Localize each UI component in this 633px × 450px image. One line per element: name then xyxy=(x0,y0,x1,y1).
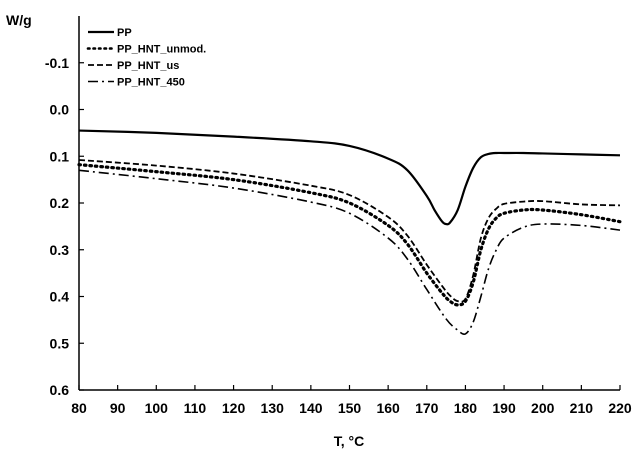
x-tick-label: 90 xyxy=(110,400,126,416)
series-line-pp-hnt-unmod xyxy=(79,165,620,305)
x-tick-label: 200 xyxy=(531,400,555,416)
x-tick-label: 190 xyxy=(492,400,516,416)
y-tick-label: -0.1 xyxy=(45,55,69,71)
legend-label: PP_HNT_us xyxy=(117,60,179,72)
legend-label: PP_HNT_450 xyxy=(117,77,185,89)
x-tick-label: 220 xyxy=(608,400,632,416)
y-axis-label: W/g xyxy=(6,12,32,28)
legend: PP PP_HNT_unmod. PP_HNT_us PP_HNT_450 xyxy=(88,27,206,89)
y-tick-label: 0.6 xyxy=(50,382,70,398)
x-tick-label: 150 xyxy=(338,400,362,416)
x-tick-label: 80 xyxy=(71,400,87,416)
y-tick-label: 0.0 xyxy=(50,102,70,118)
y-tick-label: 0.3 xyxy=(50,242,70,258)
x-tick-label: 140 xyxy=(299,400,323,416)
series-group xyxy=(79,131,620,335)
x-tick-label: 100 xyxy=(145,400,169,416)
x-tick-label: 120 xyxy=(222,400,246,416)
y-tick-label: 0.1 xyxy=(50,148,70,164)
y-tick-label: 0.4 xyxy=(50,289,70,305)
x-tick-label: 180 xyxy=(454,400,478,416)
x-tick-label: 210 xyxy=(570,400,594,416)
x-tick-label: 160 xyxy=(376,400,400,416)
y-tick-label: 0.5 xyxy=(50,335,70,351)
x-tick-label: 110 xyxy=(184,400,207,416)
y-ticks: -0.1 0.0 0.1 0.2 0.3 0.4 0.5 0.6 xyxy=(45,55,84,398)
x-tick-label: 130 xyxy=(261,400,285,416)
legend-label: PP xyxy=(117,27,132,39)
y-tick-label: 0.2 xyxy=(50,195,70,211)
series-line-pp-hnt-us xyxy=(79,160,620,302)
x-axis-label: T, °C xyxy=(334,433,365,449)
legend-label: PP_HNT_unmod. xyxy=(117,44,206,56)
x-tick-label: 170 xyxy=(415,400,439,416)
